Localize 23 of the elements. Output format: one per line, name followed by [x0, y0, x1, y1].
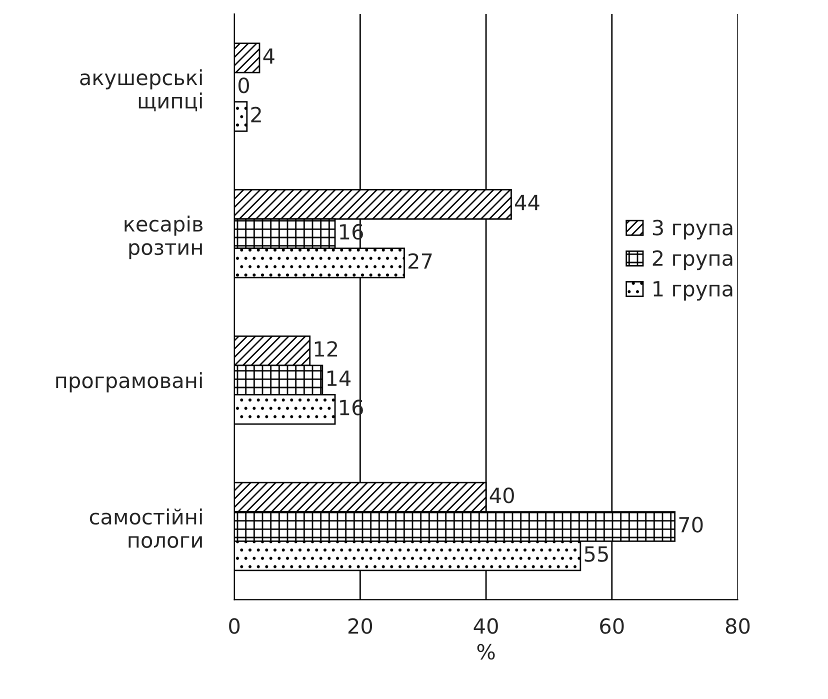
data-label: 40: [490, 488, 514, 504]
y-tick-label: самостійні пологи: [90, 508, 202, 548]
y-tick-label: акушерські щипці: [80, 69, 202, 112]
data-label: 14: [327, 370, 351, 386]
data-label: 0: [238, 77, 249, 94]
x-tick-label: 80: [726, 618, 750, 634]
y-tick-label: кесарів розтин: [124, 216, 203, 260]
y-tick-label: програмовані: [56, 372, 202, 392]
data-label: 12: [314, 341, 338, 357]
x-tick-label: 0: [229, 618, 240, 634]
legend-label: 3 група: [652, 220, 732, 240]
legend-label: 1 група: [654, 281, 732, 301]
legend-label: 2 група: [652, 250, 732, 270]
x-tick-label: 20: [348, 618, 372, 634]
x-tick-label: 40: [474, 618, 498, 634]
data-label: 27: [408, 253, 432, 269]
x-tick-label: 60: [600, 618, 624, 634]
data-label: 2: [251, 106, 261, 122]
x-axis-title: %: [477, 644, 495, 660]
data-label: 70: [679, 516, 703, 533]
data-label: 55: [584, 546, 608, 562]
data-label: 4: [263, 48, 274, 64]
data-label: 44: [515, 194, 540, 210]
